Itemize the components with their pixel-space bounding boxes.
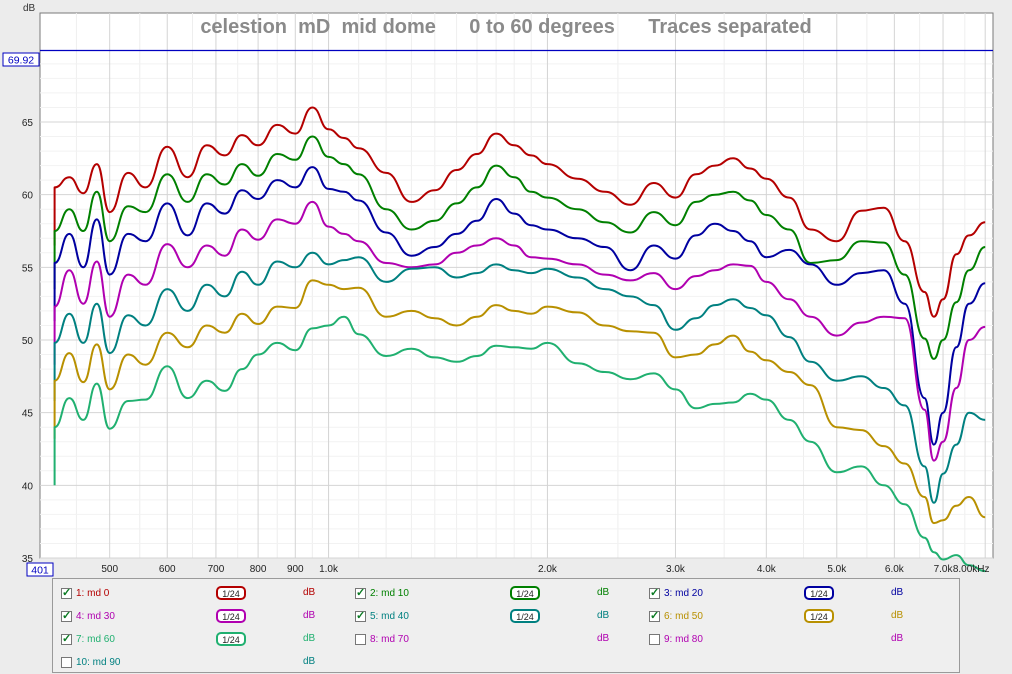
trace-checkbox[interactable] [61, 656, 72, 668]
x-tick-label: 5.0k [827, 564, 847, 575]
legend-item[interactable]: 4: md 30 [61, 607, 115, 625]
series-line-2 [53, 135, 986, 360]
series-line-4 [53, 200, 986, 462]
legend-item[interactable]: 2: md 10 [355, 584, 409, 602]
smoothing-button[interactable]: 1/24 [804, 609, 834, 623]
axis-labels: 500 600 700 800 900 1.0k 2.0k 3.0k 4.0k 5.0k 6.0k 7… [22, 118, 990, 575]
x-tick-label: 500 [101, 564, 118, 575]
y-tick-label: 35 [22, 554, 34, 565]
smoothing-button[interactable]: 1/24 [216, 586, 246, 600]
trace-unit-label: dB [303, 633, 316, 644]
grid [40, 13, 993, 559]
x-tick-label: 1.0k [319, 564, 339, 575]
legend-item[interactable]: 9: md 80 [649, 630, 703, 648]
trace-unit-label: dB [303, 587, 316, 598]
legend-item[interactable]: 1: md 0 [61, 584, 109, 602]
trace-checkbox[interactable] [61, 609, 72, 622]
x-tick-label: 4.0k [757, 564, 777, 575]
trace-label: 2: md 10 [370, 587, 409, 599]
x-tick-label: 2.0k [538, 564, 558, 575]
smoothing-button[interactable]: 1/24 [510, 609, 540, 623]
trace-checkbox[interactable] [355, 586, 366, 599]
x-tick-label: 3.0k [666, 564, 686, 575]
legend-item[interactable]: 6: md 50 [649, 607, 703, 625]
x-tick-label: 900 [287, 564, 304, 575]
trace-label: 3: md 20 [664, 587, 703, 599]
y-unit-label: dB [23, 3, 36, 14]
trace-unit-label: dB [597, 633, 610, 644]
legend-item[interactable]: 3: md 20 [649, 584, 703, 602]
marker-level-value: 69.92 [8, 55, 34, 67]
trace-checkbox[interactable] [355, 633, 366, 645]
x-tick-label: 8.00kHz [953, 564, 990, 575]
series-line-1 [53, 106, 986, 318]
trace-label: 1: md 0 [76, 587, 110, 599]
legend-item[interactable]: 5: md 40 [355, 607, 409, 625]
y-tick-label: 40 [22, 481, 34, 492]
y-tick-label: 65 [22, 118, 34, 129]
y-tick-label: 45 [22, 409, 34, 420]
smoothing-button[interactable]: 1/24 [510, 586, 540, 600]
y-tick-label: 60 [22, 191, 34, 202]
marker-level-box[interactable] [2, 52, 40, 67]
legend-item[interactable]: 10: md 90 [61, 653, 120, 671]
trace-unit-label: dB [597, 610, 610, 621]
legend-item[interactable]: 8: md 70 [355, 630, 409, 648]
chart-title: celestion mD mid dome 0 to 60 degrees Tr… [200, 16, 811, 38]
y-tick-label: 50 [22, 336, 34, 347]
trace-checkbox[interactable] [649, 633, 660, 645]
trace-label: 5: md 40 [370, 610, 409, 622]
series-line-5 [53, 251, 986, 504]
series-layer [53, 106, 986, 573]
smoothing-button[interactable]: 1/24 [216, 632, 246, 646]
trace-checkbox[interactable] [61, 586, 72, 599]
x-tick-label: 700 [208, 564, 225, 575]
trace-checkbox[interactable] [355, 609, 366, 622]
legend-panel: 1: md 0 1/24 dB 2: md 10 1/24 dB 3: md 20 1/24 d… [52, 578, 960, 673]
series-line-7 [53, 315, 986, 573]
trace-checkbox[interactable] [61, 632, 72, 645]
trace-label: 10: md 90 [76, 656, 121, 668]
series-line-3 [53, 166, 986, 446]
series-line-6 [53, 279, 986, 525]
x-tick-label: 600 [159, 564, 176, 575]
x-marker-value: 401 [31, 565, 49, 577]
smoothing-button[interactable]: 1/24 [804, 586, 834, 600]
trace-label: 7: md 60 [76, 633, 115, 645]
frequency-response-chart: 500 600 700 800 900 1.0k 2.0k 3.0k 4.0k 5.0k 6.0k 7… [2, 3, 994, 577]
trace-unit-label: dB [303, 656, 316, 667]
trace-label: 9: md 80 [664, 633, 703, 645]
trace-unit-label: dB [891, 587, 904, 598]
trace-checkbox[interactable] [649, 609, 660, 622]
trace-unit-label: dB [597, 587, 610, 598]
legend-item[interactable]: 7: md 60 [61, 630, 115, 648]
trace-unit-label: dB [891, 610, 904, 621]
trace-unit-label: dB [303, 610, 316, 621]
plot-area [39, 12, 994, 559]
x-tick-label: 6.0k [885, 564, 905, 575]
x-tick-label: 800 [250, 564, 267, 575]
y-tick-label: 55 [22, 263, 34, 274]
x-marker-box[interactable] [26, 562, 54, 577]
x-tick-label: 7.0k [934, 564, 954, 575]
trace-unit-label: dB [891, 633, 904, 644]
trace-label: 4: md 30 [76, 610, 115, 622]
trace-label: 8: md 70 [370, 633, 409, 645]
trace-checkbox[interactable] [649, 586, 660, 599]
smoothing-button[interactable]: 1/24 [216, 609, 246, 623]
trace-label: 6: md 50 [664, 610, 703, 622]
